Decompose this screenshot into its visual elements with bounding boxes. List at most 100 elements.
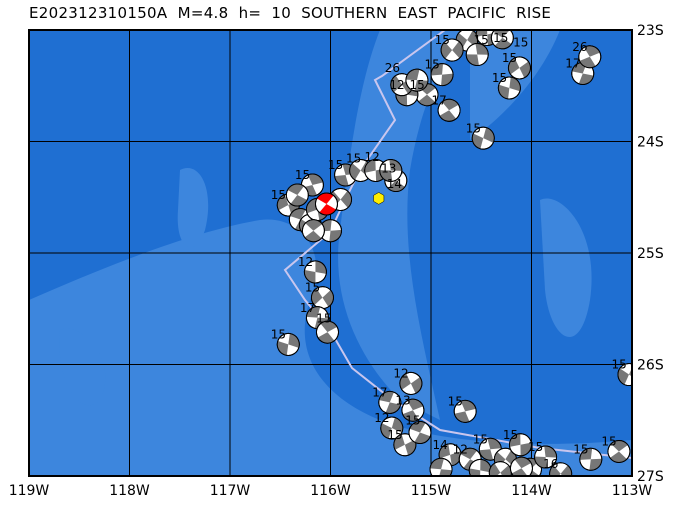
beachball-outline (471, 126, 495, 150)
depth-label: 12 (389, 78, 404, 92)
beachball-outline (440, 38, 464, 62)
depth-label: 15 (295, 168, 310, 182)
beachball-icon (379, 158, 403, 182)
depth-label: 15 (513, 36, 528, 50)
compressional-quadrant (480, 459, 492, 473)
beachball-icon (301, 219, 325, 243)
beachball-icon (380, 416, 404, 440)
depth-label: 15 (271, 328, 286, 342)
beachball-outline (315, 320, 339, 344)
compressional-quadrant (583, 45, 600, 57)
beachball-icon (453, 399, 477, 423)
plate-boundary (283, 30, 632, 459)
compressional-quadrant (414, 80, 428, 92)
map-frame (28, 29, 633, 477)
compressional-quadrant (509, 433, 521, 447)
compressional-quadrant (402, 410, 419, 422)
shallow-area (540, 198, 592, 338)
beachball-outline (437, 98, 461, 122)
compressional-quadrant (410, 377, 422, 394)
shallow-area (177, 168, 209, 248)
beachball-icon (578, 45, 602, 69)
depth-label: 15 (316, 312, 331, 326)
depth-label: 12 (393, 367, 408, 381)
beachball-icon (440, 38, 464, 62)
depth-label: 15 (611, 358, 626, 372)
compressional-quadrant (494, 37, 512, 49)
compressional-quadrant (334, 174, 349, 186)
depth-label: 26 (572, 40, 587, 54)
beachball-outline (314, 192, 338, 216)
beachball-outline (401, 398, 425, 422)
shallow-area (29, 219, 632, 476)
depth-label: 15 (502, 51, 517, 65)
compressional-quadrant (522, 469, 540, 476)
beachball-icon (429, 457, 453, 476)
compressional-quadrant (389, 159, 402, 171)
depth-label: 12 (374, 411, 389, 425)
compressional-quadrant (430, 458, 444, 470)
depth-label: 15 (466, 121, 481, 135)
beachball-icon (405, 68, 429, 92)
map-title: E202312310150A M=4.8 h= 10 SOUTHERN EAST… (29, 4, 552, 22)
compressional-quadrant (466, 54, 479, 66)
compressional-quadrant (349, 163, 361, 180)
beachball-outline (571, 61, 595, 85)
compressional-quadrant (441, 73, 454, 86)
compressional-quadrant (322, 290, 334, 307)
compressional-quadrant (315, 260, 327, 274)
depth-label: 17 (372, 386, 387, 400)
depth-label: 15 (601, 435, 616, 449)
beachball-outline (497, 76, 521, 100)
compressional-quadrant (514, 457, 532, 469)
compressional-quadrant (439, 110, 457, 122)
depth-label: 15 (409, 78, 424, 92)
beachball-icon (399, 371, 423, 395)
compressional-quadrant (520, 442, 532, 456)
compressional-quadrant (611, 440, 628, 452)
compressional-quadrant (287, 184, 304, 196)
beachball-outline (380, 416, 404, 440)
beachball-outline (303, 260, 327, 284)
beachball-outline (509, 456, 533, 476)
beachball-icon (508, 433, 532, 457)
beachball-outline (399, 371, 423, 395)
compressional-quadrant (390, 75, 402, 93)
compressional-quadrant (560, 465, 572, 476)
compressional-quadrant (319, 203, 337, 215)
depth-label: 15 (473, 432, 488, 446)
beachball-outline (276, 332, 300, 356)
depth-label: 15 (387, 428, 402, 442)
beachball-outline (490, 30, 514, 50)
beachball-outline (453, 399, 477, 423)
compressional-quadrant (500, 465, 512, 476)
beachball-icon (579, 447, 603, 471)
compressional-quadrant (509, 77, 521, 92)
depth-label: 14 (433, 438, 448, 452)
compressional-quadrant (407, 399, 424, 411)
longitude-label: 113W (612, 483, 653, 499)
depth-label: 15 (493, 31, 508, 45)
compressional-quadrant (589, 458, 602, 471)
beachball-outline (429, 457, 453, 476)
depth-label: 15 (271, 188, 286, 202)
compressional-quadrant (340, 190, 352, 208)
compressional-quadrant (388, 180, 405, 192)
compressional-quadrant (399, 373, 411, 390)
compressional-quadrant (460, 448, 477, 460)
depth-label: 15 (474, 33, 489, 47)
depth-label: 16 (543, 457, 558, 471)
depth-label: 12 (298, 255, 313, 269)
depth-label: 13 (381, 161, 396, 175)
compressional-quadrant (290, 195, 308, 206)
compressional-quadrant (395, 92, 408, 106)
beachball-icon (303, 260, 327, 284)
beachball-icon (378, 390, 402, 414)
beachball-outline (301, 219, 325, 243)
beachball-outline (405, 68, 429, 92)
compressional-quadrant (508, 58, 520, 75)
beachball-icon (437, 98, 461, 122)
beachball-outline (285, 183, 309, 207)
compressional-quadrant (511, 468, 529, 476)
